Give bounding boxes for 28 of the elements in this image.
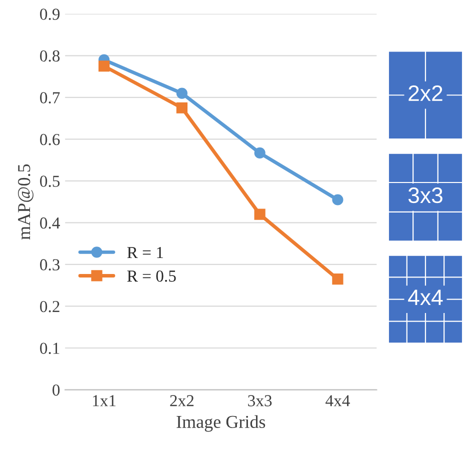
y-tick-label: 0.4 (40, 217, 60, 229)
y-tick-label: 0.6 (40, 134, 60, 146)
y-tick-label: 0.8 (40, 50, 60, 62)
x-tick-label: 4x4 (326, 395, 350, 406)
y-axis-title: mAP@0.5 (18, 164, 34, 240)
y-tick-label: 0.1 (40, 342, 60, 354)
x-axis-title: Image Grids (176, 415, 266, 432)
point (254, 208, 266, 220)
legend-label: R = 0.5 (127, 270, 176, 282)
text: 4x4 (408, 290, 443, 306)
text: 3x3 (408, 187, 442, 204)
y-tick-label: 0.5 (40, 176, 60, 187)
point (176, 102, 188, 114)
point (98, 60, 110, 72)
legend-label: R = 1 (127, 247, 163, 258)
y-tick-label: 0.3 (40, 259, 60, 270)
point (254, 147, 266, 159)
point (332, 274, 344, 285)
text: 2x2 (408, 85, 442, 101)
x-tick-label: 3x3 (248, 395, 272, 406)
x-tick-label: 2x2 (170, 395, 194, 406)
y-tick-label: 0.9 (40, 8, 60, 20)
x-tick-label: 1x1 (93, 395, 116, 406)
y-tick-label: 0.2 (40, 300, 60, 312)
y-tick-label: 0.7 (40, 92, 60, 104)
point (332, 194, 344, 206)
y-tick-label: 0 (52, 384, 60, 396)
point (176, 88, 188, 99)
